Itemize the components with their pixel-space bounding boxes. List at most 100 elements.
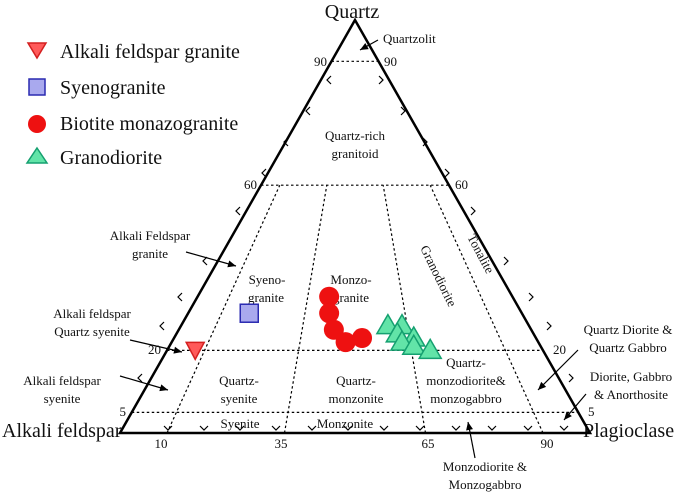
tick-q60-left: 60 bbox=[244, 177, 257, 192]
field-qtz-monzodiorite-1: Quartz- bbox=[446, 355, 486, 370]
diorite-arrow-head bbox=[564, 411, 572, 420]
chevron-l3 bbox=[283, 137, 289, 147]
chevron-b3 bbox=[271, 425, 281, 431]
square-icon bbox=[28, 78, 46, 96]
field-qtz-diorite-1: Quartz Diorite & bbox=[584, 322, 673, 337]
tick-q20-left: 20 bbox=[148, 342, 161, 357]
field-granodiorite: Granodiorite bbox=[417, 243, 460, 309]
triangle-down-icon bbox=[26, 42, 48, 60]
tick-q60-right: 60 bbox=[455, 177, 468, 192]
chevron-r3 bbox=[422, 137, 428, 147]
quartzolit-arrow-head bbox=[360, 43, 369, 50]
circle-icon bbox=[28, 115, 46, 133]
legend: Alkali feldspar granite Syenogranite Bio… bbox=[25, 41, 240, 169]
qtz-diorite-arrow-head bbox=[538, 381, 547, 390]
field-diorite-1: Diorite, Gabbro bbox=[590, 369, 672, 384]
field-diorite-2: & Anorthosite bbox=[594, 387, 668, 402]
field-alkali-granite-2: granite bbox=[132, 246, 168, 261]
field-syenite: Syenite bbox=[221, 416, 260, 431]
tick-b65: 65 bbox=[422, 436, 435, 451]
tick-q20-right: 20 bbox=[553, 342, 566, 357]
alkali-syenite-arrow-head bbox=[159, 384, 168, 392]
monzodiorite-arrow-head bbox=[466, 422, 473, 431]
biotite-monazogranite-point bbox=[335, 332, 356, 353]
chevron-b11 bbox=[559, 425, 569, 431]
legend-label-granodiorite: Granodiorite bbox=[60, 147, 162, 169]
legend-label-syenogranite: Syenogranite bbox=[60, 77, 166, 99]
field-monzogranite-1: Monzo- bbox=[330, 272, 371, 287]
chevron-b7 bbox=[415, 425, 425, 431]
chevron-r8 bbox=[546, 321, 552, 331]
alkali-feldspar-granite-point bbox=[184, 341, 206, 362]
qtz-diorite-arrow-line bbox=[537, 349, 579, 391]
field-tonalite: Tonalite bbox=[464, 231, 497, 276]
field-arrows bbox=[119, 39, 587, 459]
field-alkali-syenite-1: Alkali feldspar bbox=[23, 373, 101, 388]
field-qtz-syenite-1: Quartz- bbox=[219, 373, 259, 388]
alkali-granite-arrow-line bbox=[185, 251, 237, 267]
field-qtz-monzodiorite-3: monzogabbro bbox=[430, 391, 501, 406]
field-monzodiorite-2: Monzogabbro bbox=[449, 477, 522, 492]
ratio-65-boundary bbox=[382, 185, 427, 434]
field-qtz-monzodiorite-2: monzodiorite& bbox=[426, 373, 505, 388]
biotite-monazogranite-point bbox=[352, 328, 373, 349]
alkali-granite-arrow-head bbox=[227, 260, 236, 268]
legend-label-biotite-monazogranite: Biotite monazogranite bbox=[60, 113, 238, 135]
field-alkali-granite-1: Alkali Feldspar bbox=[110, 228, 191, 243]
chevron-l4 bbox=[261, 168, 267, 178]
plagioclase-vertex-label: Plagioclase bbox=[583, 420, 674, 442]
ternary-frame bbox=[117, 17, 593, 435]
chevron-l7 bbox=[177, 292, 183, 302]
field-alkali-syenite-2: syenite bbox=[44, 391, 81, 406]
chevron-b10 bbox=[523, 425, 533, 431]
field-alkali-qtz-syenite-1: Alkali feldspar bbox=[53, 306, 131, 321]
chevron-l8 bbox=[159, 321, 165, 331]
chevron-l1 bbox=[326, 75, 332, 85]
chevron-r6 bbox=[503, 256, 509, 266]
chevron-b4 bbox=[307, 425, 317, 431]
field-alkali-qtz-syenite-2: Quartz syenite bbox=[54, 324, 130, 339]
field-qtz-diorite-2: Quartz Gabbro bbox=[589, 340, 667, 355]
alkali-syenite-arrow-line bbox=[119, 375, 169, 391]
field-qtz-monzonite-1: Quartz- bbox=[336, 373, 376, 388]
quartz-vertex-label: Quartz bbox=[325, 1, 380, 23]
tick-q5-right: 5 bbox=[588, 404, 595, 419]
chevron-r4 bbox=[444, 168, 450, 178]
tick-b35: 35 bbox=[275, 436, 288, 451]
tick-q90-left: 90 bbox=[314, 54, 327, 69]
chevron-r7 bbox=[528, 292, 534, 302]
chevron-r9 bbox=[568, 373, 574, 383]
syenogranite-point bbox=[239, 303, 259, 323]
chevron-b5 bbox=[343, 425, 353, 431]
tick-q5-left: 5 bbox=[120, 404, 127, 419]
alkali-qtz-syenite-arrow-line bbox=[129, 339, 183, 353]
field-qtz-monzonite-2: monzonite bbox=[329, 391, 384, 406]
chevron-b9 bbox=[487, 425, 497, 431]
ratio-10-boundary bbox=[166, 184, 281, 434]
chevron-l6 bbox=[202, 256, 208, 266]
triangle-up-icon bbox=[25, 146, 49, 164]
chevron-b6 bbox=[379, 425, 389, 431]
chevron-l5 bbox=[235, 206, 241, 216]
field-syenogranite-1: Syeno- bbox=[249, 272, 286, 287]
granodiorite-point bbox=[401, 333, 427, 356]
tick-q90-right: 90 bbox=[384, 54, 397, 69]
chevron-b1 bbox=[199, 425, 209, 431]
chevron-r2 bbox=[400, 106, 406, 116]
chevron-r1 bbox=[378, 75, 384, 85]
ratio-35-boundary bbox=[283, 185, 328, 434]
biotite-monazogranite-point bbox=[319, 286, 340, 307]
triangle-outline bbox=[117, 17, 593, 435]
biotite-monazogranite-point bbox=[323, 319, 344, 340]
chevron-r5 bbox=[470, 206, 476, 216]
field-monzodiorite-1: Monzodiorite & bbox=[443, 459, 527, 474]
chevron-l2 bbox=[305, 106, 311, 116]
tick-b90: 90 bbox=[541, 436, 554, 451]
alkali-feldspar-vertex-label: Alkali feldspar bbox=[2, 420, 122, 442]
legend-label-alkali-feldspar-granite: Alkali feldspar granite bbox=[60, 41, 240, 63]
field-monzogranite-2: granite bbox=[333, 290, 369, 305]
field-quartzolit: Quartzolit bbox=[383, 31, 436, 46]
tick-b10: 10 bbox=[155, 436, 168, 451]
chevron-b0 bbox=[163, 425, 173, 431]
